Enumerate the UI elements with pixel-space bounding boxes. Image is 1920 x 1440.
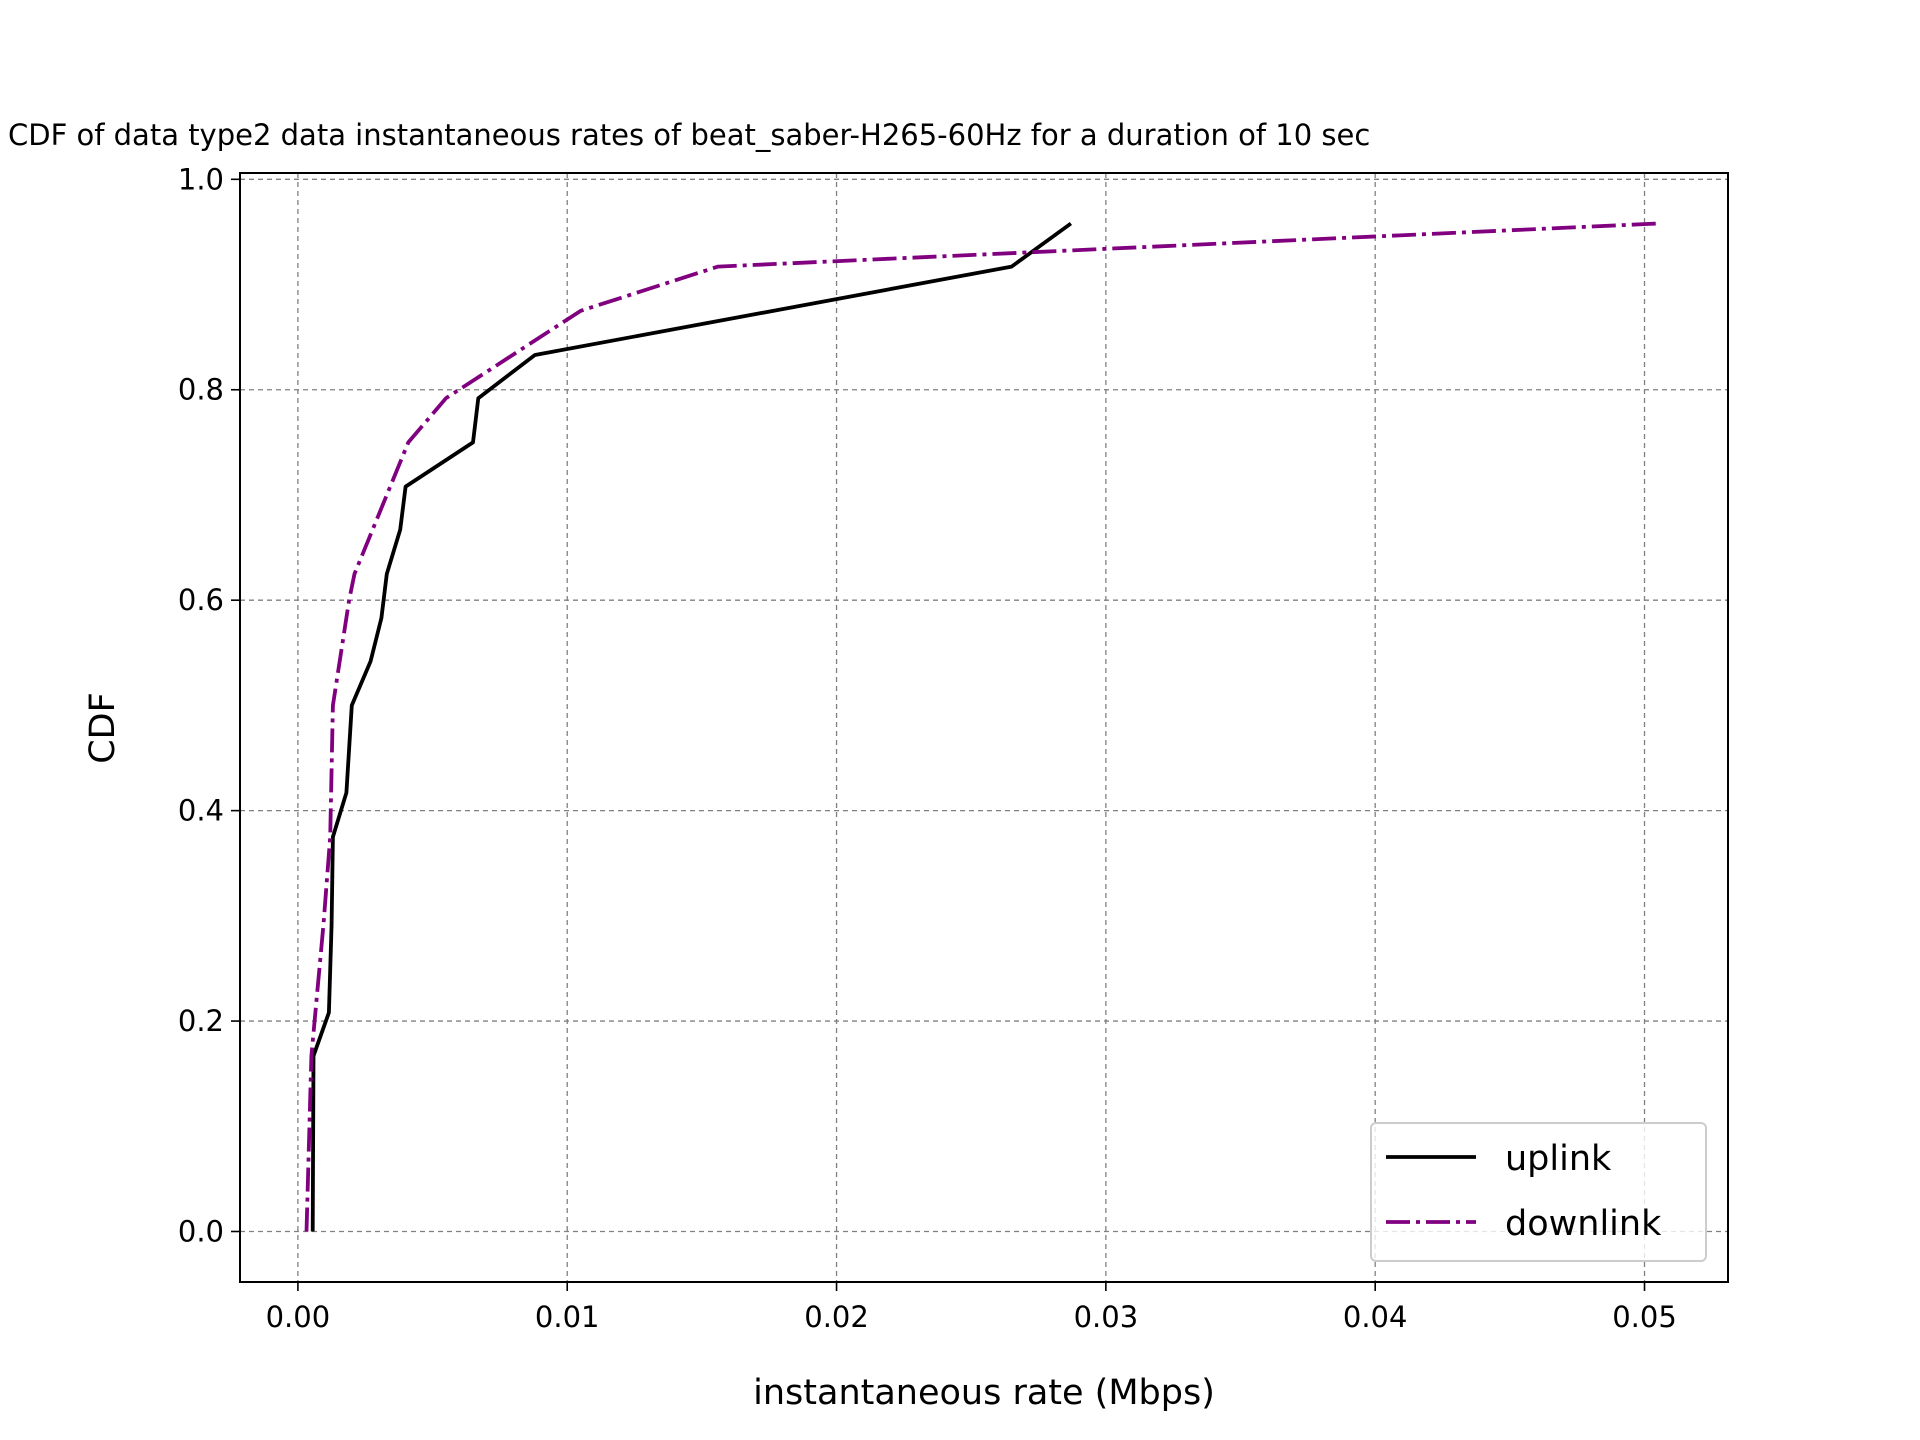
y-tick-label: 0.2 <box>178 1004 224 1038</box>
plot-area-frame <box>239 172 1729 1283</box>
y-tick-label: 0.6 <box>178 583 224 617</box>
x-tick-label: 0.00 <box>266 1300 331 1334</box>
y-tick-label: 0.4 <box>178 794 224 828</box>
x-axis-ticks: 0.00 0.01 0.02 0.03 0.04 0.05 <box>266 1282 1677 1334</box>
y-tick-label: 0.8 <box>178 373 224 407</box>
y-axis-ticks: 0.0 0.2 0.4 0.6 0.8 1.0 <box>178 162 240 1248</box>
y-tick-label: 1.0 <box>178 162 224 196</box>
y-axis-label: CDF <box>83 692 123 764</box>
x-tick-label: 0.05 <box>1612 1300 1677 1334</box>
x-tick-label: 0.01 <box>535 1300 600 1334</box>
chart-title: CDF of data type2 data instantaneous rat… <box>8 118 1370 152</box>
grid-lines <box>240 173 1728 1282</box>
x-tick-label: 0.04 <box>1343 1300 1408 1334</box>
legend-downlink-label: downlink <box>1505 1204 1662 1244</box>
series-lines <box>304 221 1659 1232</box>
series-line-downlink <box>304 221 1659 1232</box>
x-tick-label: 0.02 <box>804 1300 869 1334</box>
y-tick-label: 0.0 <box>178 1214 224 1248</box>
x-tick-label: 0.03 <box>1074 1300 1139 1334</box>
x-axis-label: instantaneous rate (Mbps) <box>753 1373 1215 1413</box>
legend-uplink-label: uplink <box>1505 1139 1612 1179</box>
legend: uplink downlink <box>1370 1122 1707 1262</box>
series-line-uplink <box>310 221 1073 1232</box>
